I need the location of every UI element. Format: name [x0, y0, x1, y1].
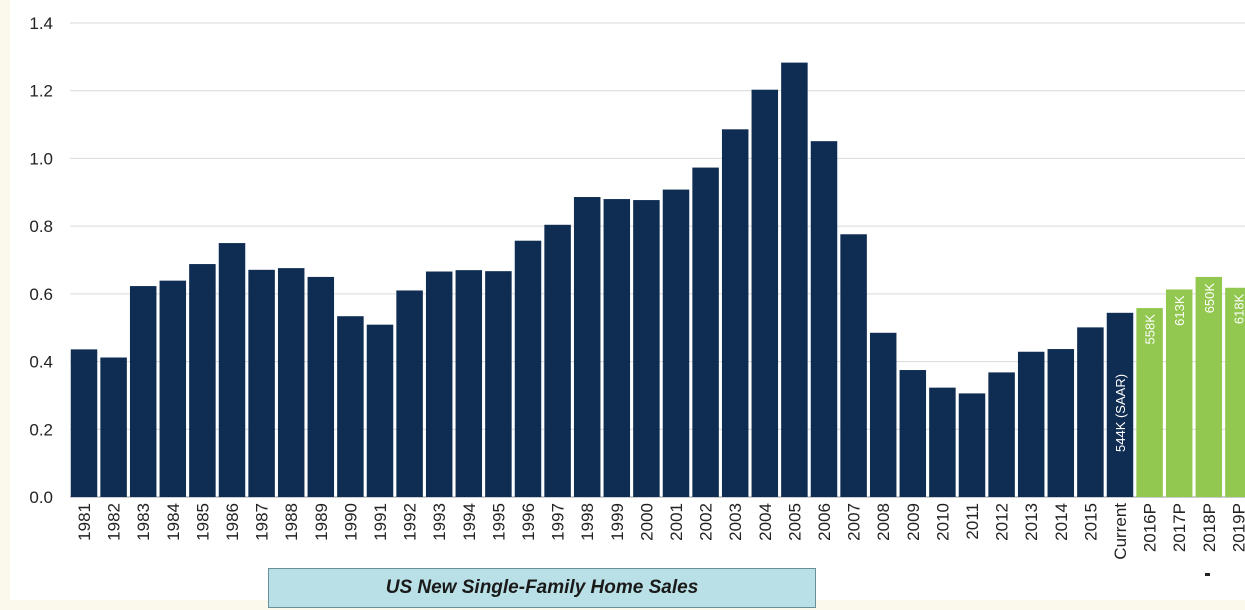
bar-1981 [71, 349, 98, 497]
bar-chart: 0.0 0.2 0.4 0.6 0.8 1.0 1.2 1.4 1981 1982 1983 1984… [10, 0, 1245, 600]
bar-1992 [396, 290, 423, 497]
x-tick-label: 1988 [282, 503, 301, 541]
bar-data-label: 650K [1202, 283, 1217, 314]
y-tick-label: 1.2 [29, 82, 53, 101]
x-tick-label: 2004 [756, 503, 775, 541]
x-tick-label: 1994 [460, 503, 479, 541]
x-tick-label: 2013 [1022, 503, 1041, 541]
x-tick-label: 2011 [963, 503, 982, 540]
bar-2009 [900, 370, 927, 497]
y-tick-label: 0.8 [29, 217, 53, 236]
x-tick-label: 1999 [608, 503, 627, 541]
x-tick-label: 2015 [1081, 503, 1100, 541]
x-tick-label: 1991 [371, 503, 390, 541]
bar-2011 [959, 393, 986, 497]
y-tick-label: 0.2 [29, 420, 53, 439]
bar-2008 [870, 333, 897, 497]
y-tick-label: 1.0 [29, 149, 53, 168]
bar-2002 [692, 168, 719, 497]
bar-2003 [722, 129, 749, 497]
x-tick-label: 1981 [75, 503, 94, 541]
bar-data-label: 558K [1143, 314, 1158, 345]
bar-2004 [752, 90, 779, 497]
x-tick-label: 1992 [401, 503, 420, 541]
x-tick-label: 2007 [845, 503, 864, 541]
x-tick-label: 1985 [193, 503, 212, 541]
y-tick-label: 1.4 [29, 14, 53, 33]
x-tick-label: 1998 [578, 503, 597, 541]
bar-1996 [515, 241, 542, 497]
x-tick-label: 1996 [519, 503, 538, 541]
chart-title: US New Single-Family Home Sales [268, 568, 816, 608]
x-tick-label: 2019P [1229, 503, 1245, 552]
x-tick-label: 1986 [223, 503, 242, 541]
y-tick-label: 0.6 [29, 285, 53, 304]
x-tick-label: 2002 [697, 503, 716, 541]
x-tick-label: 2008 [874, 503, 893, 541]
bar-2014 [1048, 349, 1075, 497]
bar-1998 [574, 197, 601, 497]
x-tick-label: 1990 [341, 503, 360, 541]
bar-1995 [485, 271, 512, 497]
bar-2006 [811, 141, 838, 497]
chart-panel: 0.0 0.2 0.4 0.6 0.8 1.0 1.2 1.4 1981 1982 1983 1984… [10, 0, 1245, 600]
bar-data-label: 618K [1231, 293, 1245, 324]
bar-1990 [337, 316, 364, 497]
x-tick-label: 2018P [1200, 503, 1219, 552]
x-tick-label: 1984 [164, 503, 183, 541]
bar-1984 [160, 281, 187, 497]
x-tick-label: 1987 [253, 503, 272, 541]
bar-2012 [988, 372, 1015, 497]
y-tick-label: 0.0 [29, 488, 53, 507]
bar-1999 [604, 199, 631, 497]
x-tick-label: 2000 [637, 503, 656, 541]
bar-1991 [367, 325, 394, 497]
x-tick-label: 1989 [312, 503, 331, 541]
x-tick-label: Current [1111, 503, 1130, 560]
bar-2005 [781, 63, 808, 497]
bar-2013 [1018, 352, 1044, 497]
bar-data-label: 544K (SAAR) [1113, 374, 1128, 452]
bar-1988 [278, 268, 305, 497]
x-tick-label: 2014 [1052, 503, 1071, 541]
bar-1983 [130, 286, 157, 497]
bar-1989 [308, 277, 335, 497]
x-tick-label: 2009 [904, 503, 923, 541]
x-tick-label: 1997 [549, 503, 568, 541]
x-tick-label: 2001 [667, 503, 686, 541]
x-tick-label: 1993 [430, 503, 449, 541]
bar-2000 [633, 200, 660, 497]
y-tick-label: 0.4 [29, 353, 53, 372]
bar-2010 [929, 388, 956, 497]
bar-data-label: 613K [1172, 295, 1187, 326]
bar-2007 [840, 234, 867, 497]
x-tick-label: 2005 [785, 503, 804, 541]
x-tick-label: 1983 [134, 503, 153, 541]
bar-2015 [1077, 327, 1104, 497]
x-tick-label: 2017P [1170, 503, 1189, 552]
x-tick-label: 2010 [933, 503, 952, 541]
bar-1986 [219, 243, 246, 497]
bar-1982 [100, 358, 127, 497]
bar-1994 [456, 270, 483, 497]
bar-1987 [248, 270, 275, 497]
x-tick-label: 2016P [1141, 503, 1160, 552]
x-tick-label: 1995 [489, 503, 508, 541]
dash-mark [1205, 573, 1210, 576]
bar-1997 [544, 225, 571, 497]
bar-1985 [189, 264, 216, 497]
x-tick-label: 2006 [815, 503, 834, 541]
bar-1993 [426, 272, 453, 497]
x-tick-label: 2012 [993, 503, 1012, 541]
x-tick-label: 1982 [105, 503, 124, 541]
bar-2001 [663, 190, 690, 497]
x-tick-label: 2003 [726, 503, 745, 541]
